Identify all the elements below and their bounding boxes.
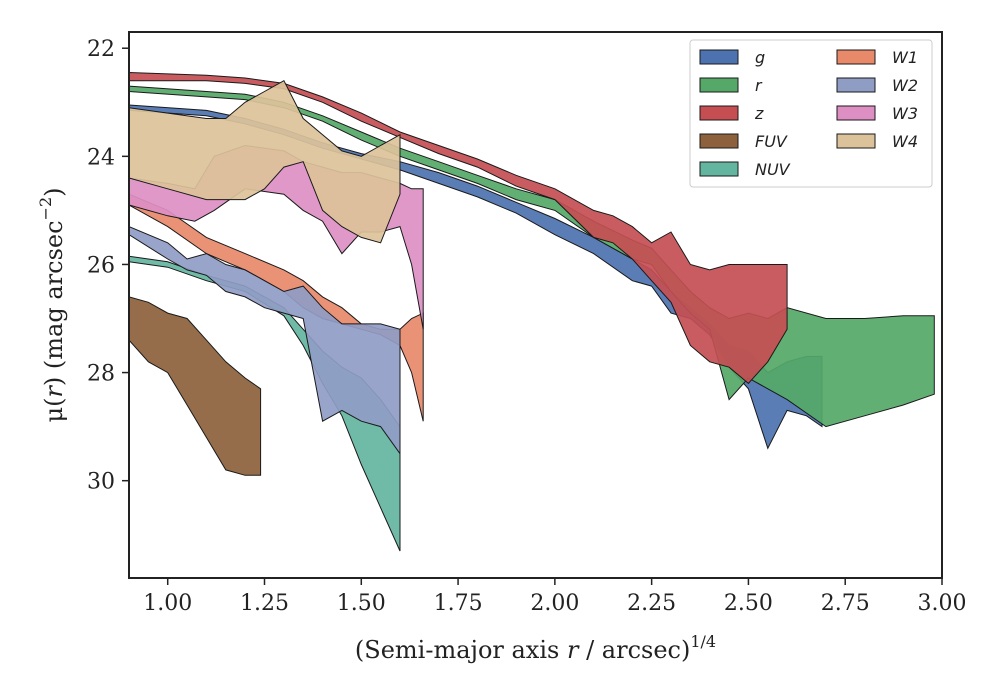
x-axis-label: (Semi-major axis r / arcsec)1/4: [355, 632, 716, 664]
y-tick-label: 30: [87, 470, 115, 495]
area-z: [129, 71, 788, 385]
y-axis-label-var: r: [40, 385, 68, 398]
y-axis-label: μ(r) (mag arcsec−2): [36, 187, 68, 422]
chart-legend: grz FUV NUV W1 W2 W3 W4: [689, 39, 933, 188]
legend-swatch-w3: [836, 105, 876, 121]
legend-label-w1: W1: [892, 48, 918, 67]
plot-frame: [128, 31, 943, 579]
x-axis-label-var: r: [567, 636, 580, 664]
legend-swatch-w2: [836, 77, 876, 93]
x-tick-label: 1.50: [337, 591, 386, 616]
area-w2: [129, 226, 401, 456]
legend-label-w4: W4: [892, 132, 918, 151]
y-axis-label-close: ): [40, 187, 68, 196]
x-axis-label-exponent: 1/4: [690, 632, 716, 651]
x-tick-label: 2.00: [530, 591, 579, 616]
x-tick-label: 2.50: [724, 591, 773, 616]
x-axis-ticks: 1.00 1.25 1.50 1.75 2.00 2.25 2.50 2.75 3.00: [143, 578, 966, 616]
y-axis-ticks: 22 24 26 28 30: [87, 37, 129, 495]
x-tick-label: 1.25: [240, 591, 289, 616]
legend-swatch-z: [699, 105, 739, 121]
x-tick-label: 2.75: [821, 591, 870, 616]
legend-swatch-g: [699, 49, 739, 65]
legend-label-r: r: [755, 76, 763, 95]
area-w4: [129, 80, 401, 244]
area-g: [129, 104, 823, 450]
y-tick-label: 26: [87, 253, 115, 278]
y-tick-label: 22: [87, 37, 115, 62]
legend-swatch-r: [699, 77, 739, 93]
x-axis-label-unit: / arcsec): [578, 636, 690, 664]
x-tick-label: 1.00: [143, 591, 192, 616]
legend-swatch-nuv: [699, 161, 739, 177]
y-axis-label-unit: ) (mag arcsec: [40, 220, 68, 386]
y-axis-label-exponent: −2: [36, 197, 55, 221]
y-tick-label: 24: [87, 145, 115, 170]
chart-areas: [129, 71, 935, 552]
legend-swatch-w1: [836, 49, 876, 65]
y-tick-label: 28: [87, 362, 115, 387]
legend-label-z: z: [754, 104, 764, 123]
x-tick-label: 1.75: [434, 591, 483, 616]
x-tick-label: 2.25: [627, 591, 676, 616]
x-tick-label: 3.00: [918, 591, 967, 616]
legend-label-g: g: [755, 48, 765, 67]
legend-label-nuv: NUV: [755, 160, 791, 179]
legend-box: [689, 39, 933, 188]
legend-label-w2: W2: [892, 76, 918, 95]
legend-swatch-fuv: [699, 133, 739, 149]
x-axis-label-main: (Semi-major axis: [355, 636, 567, 664]
legend-label-w3: W3: [892, 104, 918, 123]
legend-label-fuv: FUV: [755, 132, 788, 151]
area-fuv: [129, 296, 262, 476]
legend-swatch-w4: [836, 133, 876, 149]
y-axis-label-main: μ(: [40, 398, 68, 423]
